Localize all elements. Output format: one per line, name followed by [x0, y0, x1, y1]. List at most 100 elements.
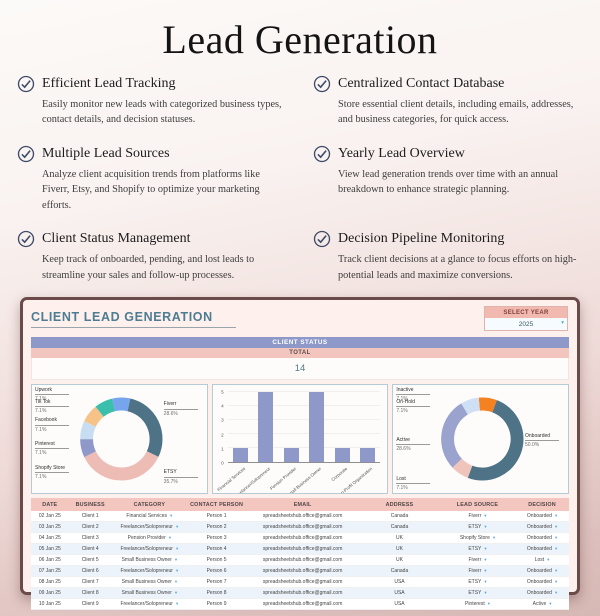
- table-cell: Client 7: [68, 576, 112, 589]
- leads-table: DATE BUSINESS CATEGORY CONTACT PERSON EMAIL A…: [31, 498, 569, 611]
- leader-line: [35, 394, 69, 396]
- table-cell: Client 1: [68, 511, 112, 523]
- table-cell: Fiverr ▾: [439, 565, 516, 578]
- dropdown-arrow-icon[interactable]: ▾: [554, 524, 558, 530]
- table-cell: Person 9: [187, 598, 247, 611]
- column-header: EMAIL: [246, 498, 360, 512]
- column-header: BUSINESS: [68, 498, 112, 512]
- table-cell: spreadsheetshub.office@gmail.com: [246, 532, 360, 545]
- pie-slice-label: Tik Tok 7.1%: [35, 399, 75, 415]
- table-cell: Pinterest ▾: [439, 598, 516, 611]
- table-cell: Onboarded ▾: [515, 532, 569, 545]
- dropdown-arrow-icon[interactable]: ▾: [175, 524, 179, 530]
- table-cell: 02 Jan 25: [31, 511, 69, 523]
- table-cell: Onboarded ▾: [515, 576, 569, 589]
- dropdown-arrow-icon[interactable]: ▾: [549, 601, 552, 607]
- table-cell: UK: [359, 543, 440, 556]
- gridline: [227, 447, 381, 449]
- dropdown-arrow-icon[interactable]: ▾: [484, 557, 487, 563]
- charts-row: Upwork 7.1% Fiverr 28.6% ETSY 35.7% Shopify St…: [31, 384, 570, 495]
- table-cell: Client 6: [68, 565, 112, 578]
- dropdown-arrow-icon[interactable]: ▾: [554, 579, 558, 585]
- table-cell: Person 7: [187, 576, 247, 589]
- table-row: 10 Jan 25 Client 9 Freelancer/Solopreneur ▾…: [31, 598, 569, 611]
- dropdown-arrow-icon[interactable]: ▾: [484, 568, 487, 574]
- bar: [283, 448, 299, 463]
- dropdown-arrow-icon[interactable]: ▾: [170, 513, 173, 519]
- dropdown-arrow-icon[interactable]: ▾: [484, 579, 487, 585]
- dropdown-arrow-icon[interactable]: ▾: [547, 557, 550, 563]
- dropdown-arrow-icon[interactable]: ▾: [554, 590, 558, 596]
- y-tick-label: 1: [221, 446, 224, 452]
- dropdown-arrow-icon[interactable]: ▾: [554, 546, 558, 552]
- dropdown-arrow-icon[interactable]: ▾: [174, 590, 178, 596]
- dropdown-arrow-icon[interactable]: ▾: [484, 513, 487, 519]
- x-tick-label: Non-Profit Organization: [335, 466, 374, 495]
- client-status-donut-chart: [441, 397, 524, 481]
- table-cell: 05 Jan 25: [31, 543, 69, 556]
- y-tick-label: 0: [221, 460, 224, 466]
- dropdown-arrow-icon[interactable]: ▾: [174, 557, 178, 563]
- dropdown-arrow-icon[interactable]: ▾: [554, 568, 558, 574]
- table-cell: Lost ▾: [515, 554, 569, 567]
- table-cell: Shopify Store ▾: [439, 532, 516, 545]
- feature-title: Yearly Lead Overview: [338, 145, 465, 161]
- table-row: 04 Jan 25 Client 3 Pension Provider ▾ Person…: [31, 532, 569, 545]
- table-cell: spreadsheetshub.office@gmail.com: [246, 521, 360, 534]
- dropdown-arrow-icon[interactable]: ▾: [554, 535, 558, 541]
- donut-segment-facebook: [84, 406, 104, 428]
- table-cell: UK: [359, 532, 440, 545]
- leader-line: [396, 406, 431, 408]
- leader-line: [396, 483, 431, 485]
- dropdown-arrow-icon[interactable]: ▾: [175, 546, 179, 552]
- feature-efficient-lead-tracking: Efficient Lead Tracking Easily monitor n…: [17, 75, 287, 128]
- table-cell: 08 Jan 25: [31, 576, 69, 589]
- dropdown-arrow-icon[interactable]: ▾: [554, 513, 558, 519]
- dropdown-arrow-icon[interactable]: ▾: [168, 535, 172, 541]
- table-cell: Fiverr ▾: [439, 554, 516, 567]
- y-tick-label: 2: [221, 432, 224, 438]
- check-circle-icon: [313, 75, 331, 93]
- table-cell: Financial Services ▾: [111, 511, 187, 523]
- pie-slice-label: Onboarded 50.0%: [525, 433, 565, 449]
- column-header: LEAD SOURCE: [439, 498, 516, 512]
- feature-description: Track client decisions at a glance to fo…: [338, 254, 577, 281]
- table-cell: spreadsheetshub.office@gmail.com: [246, 565, 360, 578]
- title-underline: [31, 327, 236, 329]
- chevron-down-icon[interactable]: ▾: [561, 320, 564, 327]
- dropdown-arrow-icon[interactable]: ▾: [487, 601, 490, 607]
- table-cell: Fiverr ▾: [439, 511, 516, 523]
- dropdown-arrow-icon[interactable]: ▾: [175, 568, 179, 574]
- table-row: 08 Jan 25 Client 7 Small Business Owner ▾ Pe…: [31, 576, 569, 589]
- dropdown-arrow-icon[interactable]: ▾: [492, 535, 496, 541]
- table-cell: Client 5: [68, 554, 112, 567]
- table-cell: Small Business Owner ▾: [111, 576, 187, 589]
- table-cell: Freelancer/Solopreneur ▾: [111, 598, 187, 611]
- donut-segment-tik-tok: [95, 398, 116, 418]
- dropdown-arrow-icon[interactable]: ▾: [484, 524, 487, 530]
- gridline: [227, 391, 381, 393]
- table-cell: Onboarded ▾: [515, 521, 569, 534]
- table-cell: ETSY ▾: [439, 543, 516, 556]
- year-selector: SELECT YEAR 2025 ▾: [484, 306, 568, 332]
- donut-segment-upwork: [112, 397, 131, 412]
- year-dropdown[interactable]: 2025 ▾: [485, 318, 567, 331]
- pie-slice-label: Inactive 7.1%: [396, 387, 436, 403]
- table-cell: Onboarded ▾: [515, 587, 569, 600]
- table-cell: ETSY ▾: [439, 587, 516, 600]
- dropdown-arrow-icon[interactable]: ▾: [484, 546, 487, 552]
- column-header: DECISION: [515, 498, 569, 512]
- check-circle-icon: [17, 75, 35, 93]
- feature-description: Store essential client details, includin…: [338, 99, 574, 126]
- pie-slice-label: Lost 7.1%: [396, 476, 436, 492]
- dropdown-arrow-icon[interactable]: ▾: [174, 579, 178, 585]
- table-cell: Client 8: [68, 587, 112, 600]
- table-cell: Canada: [359, 565, 440, 578]
- leader-line: [35, 472, 69, 474]
- dropdown-arrow-icon[interactable]: ▾: [484, 590, 487, 596]
- table-cell: Person 2: [187, 521, 247, 534]
- table-cell: 04 Jan 25: [31, 532, 69, 545]
- feature-title: Client Status Management: [42, 231, 191, 247]
- table-cell: 07 Jan 25: [31, 565, 69, 578]
- dropdown-arrow-icon[interactable]: ▾: [175, 601, 179, 607]
